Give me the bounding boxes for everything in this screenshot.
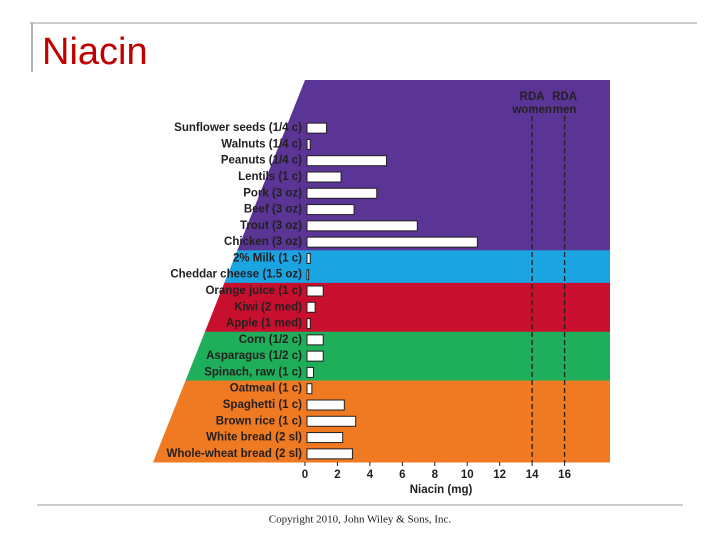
category-label: Oatmeal (1 c) [230, 383, 302, 395]
food-group-band [150, 250, 610, 268]
bar [306, 448, 353, 460]
bands [150, 80, 610, 463]
bar [306, 252, 311, 264]
plot: Sunflower seeds (1/4 c) Walnuts (1/4 c) Pe… [167, 91, 578, 496]
x-tick-label: 8 [432, 469, 439, 481]
x-tick-label: 10 [461, 469, 474, 481]
bar [306, 399, 345, 411]
category-label: Cheddar cheese (1.5 oz) [170, 269, 302, 281]
food-group-band [150, 348, 610, 365]
category-label: Chicken (3 oz) [224, 236, 302, 248]
bar [306, 366, 314, 378]
category-label: Corn (1/2 c) [239, 334, 302, 346]
category-label: Sunflower seeds (1/4 c) [174, 122, 302, 134]
bar [306, 220, 418, 232]
food-group-band [150, 299, 610, 316]
x-tick-label: 6 [399, 469, 405, 481]
food-group-band [150, 445, 610, 463]
bar [306, 334, 324, 346]
food-group-band [150, 396, 610, 414]
bar [306, 269, 310, 281]
category-label: Beef (3 oz) [244, 204, 302, 216]
category-label: Trout (3 oz) [240, 220, 302, 232]
x-tick-label: 12 [493, 469, 506, 481]
food-group-band [150, 364, 610, 382]
bar [306, 187, 378, 199]
bar [306, 236, 478, 248]
food-group-band [150, 266, 610, 284]
bar [306, 285, 324, 297]
category-label: Lentils (1 c) [238, 171, 302, 183]
bar [306, 204, 355, 216]
x-axis-label: Niacin (mg) [410, 484, 473, 496]
bar [306, 383, 313, 395]
food-group-band [150, 185, 610, 202]
rda-label: women [511, 104, 552, 116]
food-group-band [150, 380, 610, 398]
category-label: Apple (1 med) [226, 318, 302, 330]
bar [306, 350, 324, 362]
food-group-band [150, 315, 610, 333]
food-group-band [150, 331, 610, 349]
food-group-band [150, 413, 610, 430]
bar [306, 301, 316, 313]
category-label: White bread (2 sl) [206, 432, 302, 444]
bar [306, 432, 344, 444]
category-label: Orange juice (1 c) [205, 285, 302, 297]
bar [306, 318, 311, 330]
category-label: Walnuts (1/4 c) [221, 138, 302, 150]
slide-title: Niacin [42, 31, 148, 73]
category-label: Asparagus (1/2 c) [206, 350, 302, 362]
food-group-band [150, 282, 610, 300]
rda-label: RDA [520, 91, 545, 103]
food-group-band [150, 201, 610, 219]
category-label: Kiwi (2 med) [234, 301, 302, 313]
category-label: Spaghetti (1 c) [223, 399, 302, 411]
category-label: Spinach, raw (1 c) [204, 366, 302, 378]
x-tick-label: 4 [367, 469, 374, 481]
food-group-band [150, 429, 610, 447]
category-label: 2% Milk (1 c) [233, 252, 302, 264]
bar [306, 138, 311, 150]
category-label: Peanuts (1/4 c) [221, 155, 302, 167]
category-label: Pork (3 oz) [243, 187, 302, 199]
bar [306, 155, 387, 167]
bar [306, 415, 357, 427]
footer: Copyright 2010, John Wiley & Sons, Inc. [269, 514, 452, 526]
food-group-band [150, 168, 610, 186]
rda-label: men [553, 104, 577, 116]
bar [306, 171, 342, 183]
x-tick-label: 14 [526, 469, 539, 481]
category-label: Brown rice (1 c) [216, 415, 302, 427]
food-group-band [150, 136, 610, 154]
category-label: Whole-wheat bread (2 sl) [167, 448, 303, 460]
bar [306, 122, 327, 134]
x-tick-label: 0 [302, 469, 308, 481]
x-tick-label: 16 [558, 469, 571, 481]
rda-label: RDA [552, 91, 577, 103]
x-tick-label: 2 [334, 469, 340, 481]
